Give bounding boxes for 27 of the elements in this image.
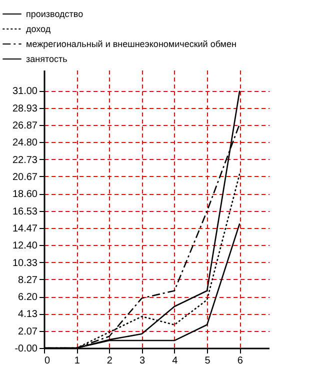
legend-label: межрегиональный и внешнеэкономический обмен bbox=[26, 39, 236, 49]
legend-label: занятость bbox=[26, 54, 68, 64]
y-tick-label: 18.60 bbox=[12, 189, 38, 200]
legend-label: производство bbox=[26, 9, 84, 19]
x-tick-label: 3 bbox=[140, 356, 146, 366]
y-tick-label: 26.87 bbox=[12, 120, 38, 132]
x-tick-label: 4 bbox=[172, 356, 178, 366]
x-tick-label: 1 bbox=[74, 356, 80, 366]
x-tick-label: 0 bbox=[44, 356, 50, 366]
y-tick-label: 22.73 bbox=[12, 154, 38, 166]
x-tick-label: 6 bbox=[237, 356, 244, 366]
y-tick-label: 8.27 bbox=[18, 274, 38, 286]
y-tick-label: 16.53 bbox=[12, 206, 38, 218]
y-tick-label: 10.33 bbox=[12, 258, 38, 269]
y-tick-label: 14.47 bbox=[12, 223, 38, 234]
y-tick-label: 31.00 bbox=[12, 86, 38, 98]
y-tick-label: 6.20 bbox=[18, 292, 38, 304]
y-tick-label: 24.80 bbox=[12, 138, 38, 149]
y-tick-label: 12.40 bbox=[12, 240, 38, 252]
x-tick-label: 2 bbox=[106, 356, 113, 366]
y-tick-label: -0.00 bbox=[14, 344, 38, 354]
y-tick-label: 20.67 bbox=[12, 172, 38, 183]
y-tick-label: 28.93 bbox=[12, 103, 38, 114]
x-tick-label: 5 bbox=[204, 356, 211, 366]
y-tick-label: 2.07 bbox=[18, 326, 38, 338]
y-tick-label: 4.13 bbox=[18, 309, 38, 320]
legend-label: доход bbox=[26, 24, 52, 34]
